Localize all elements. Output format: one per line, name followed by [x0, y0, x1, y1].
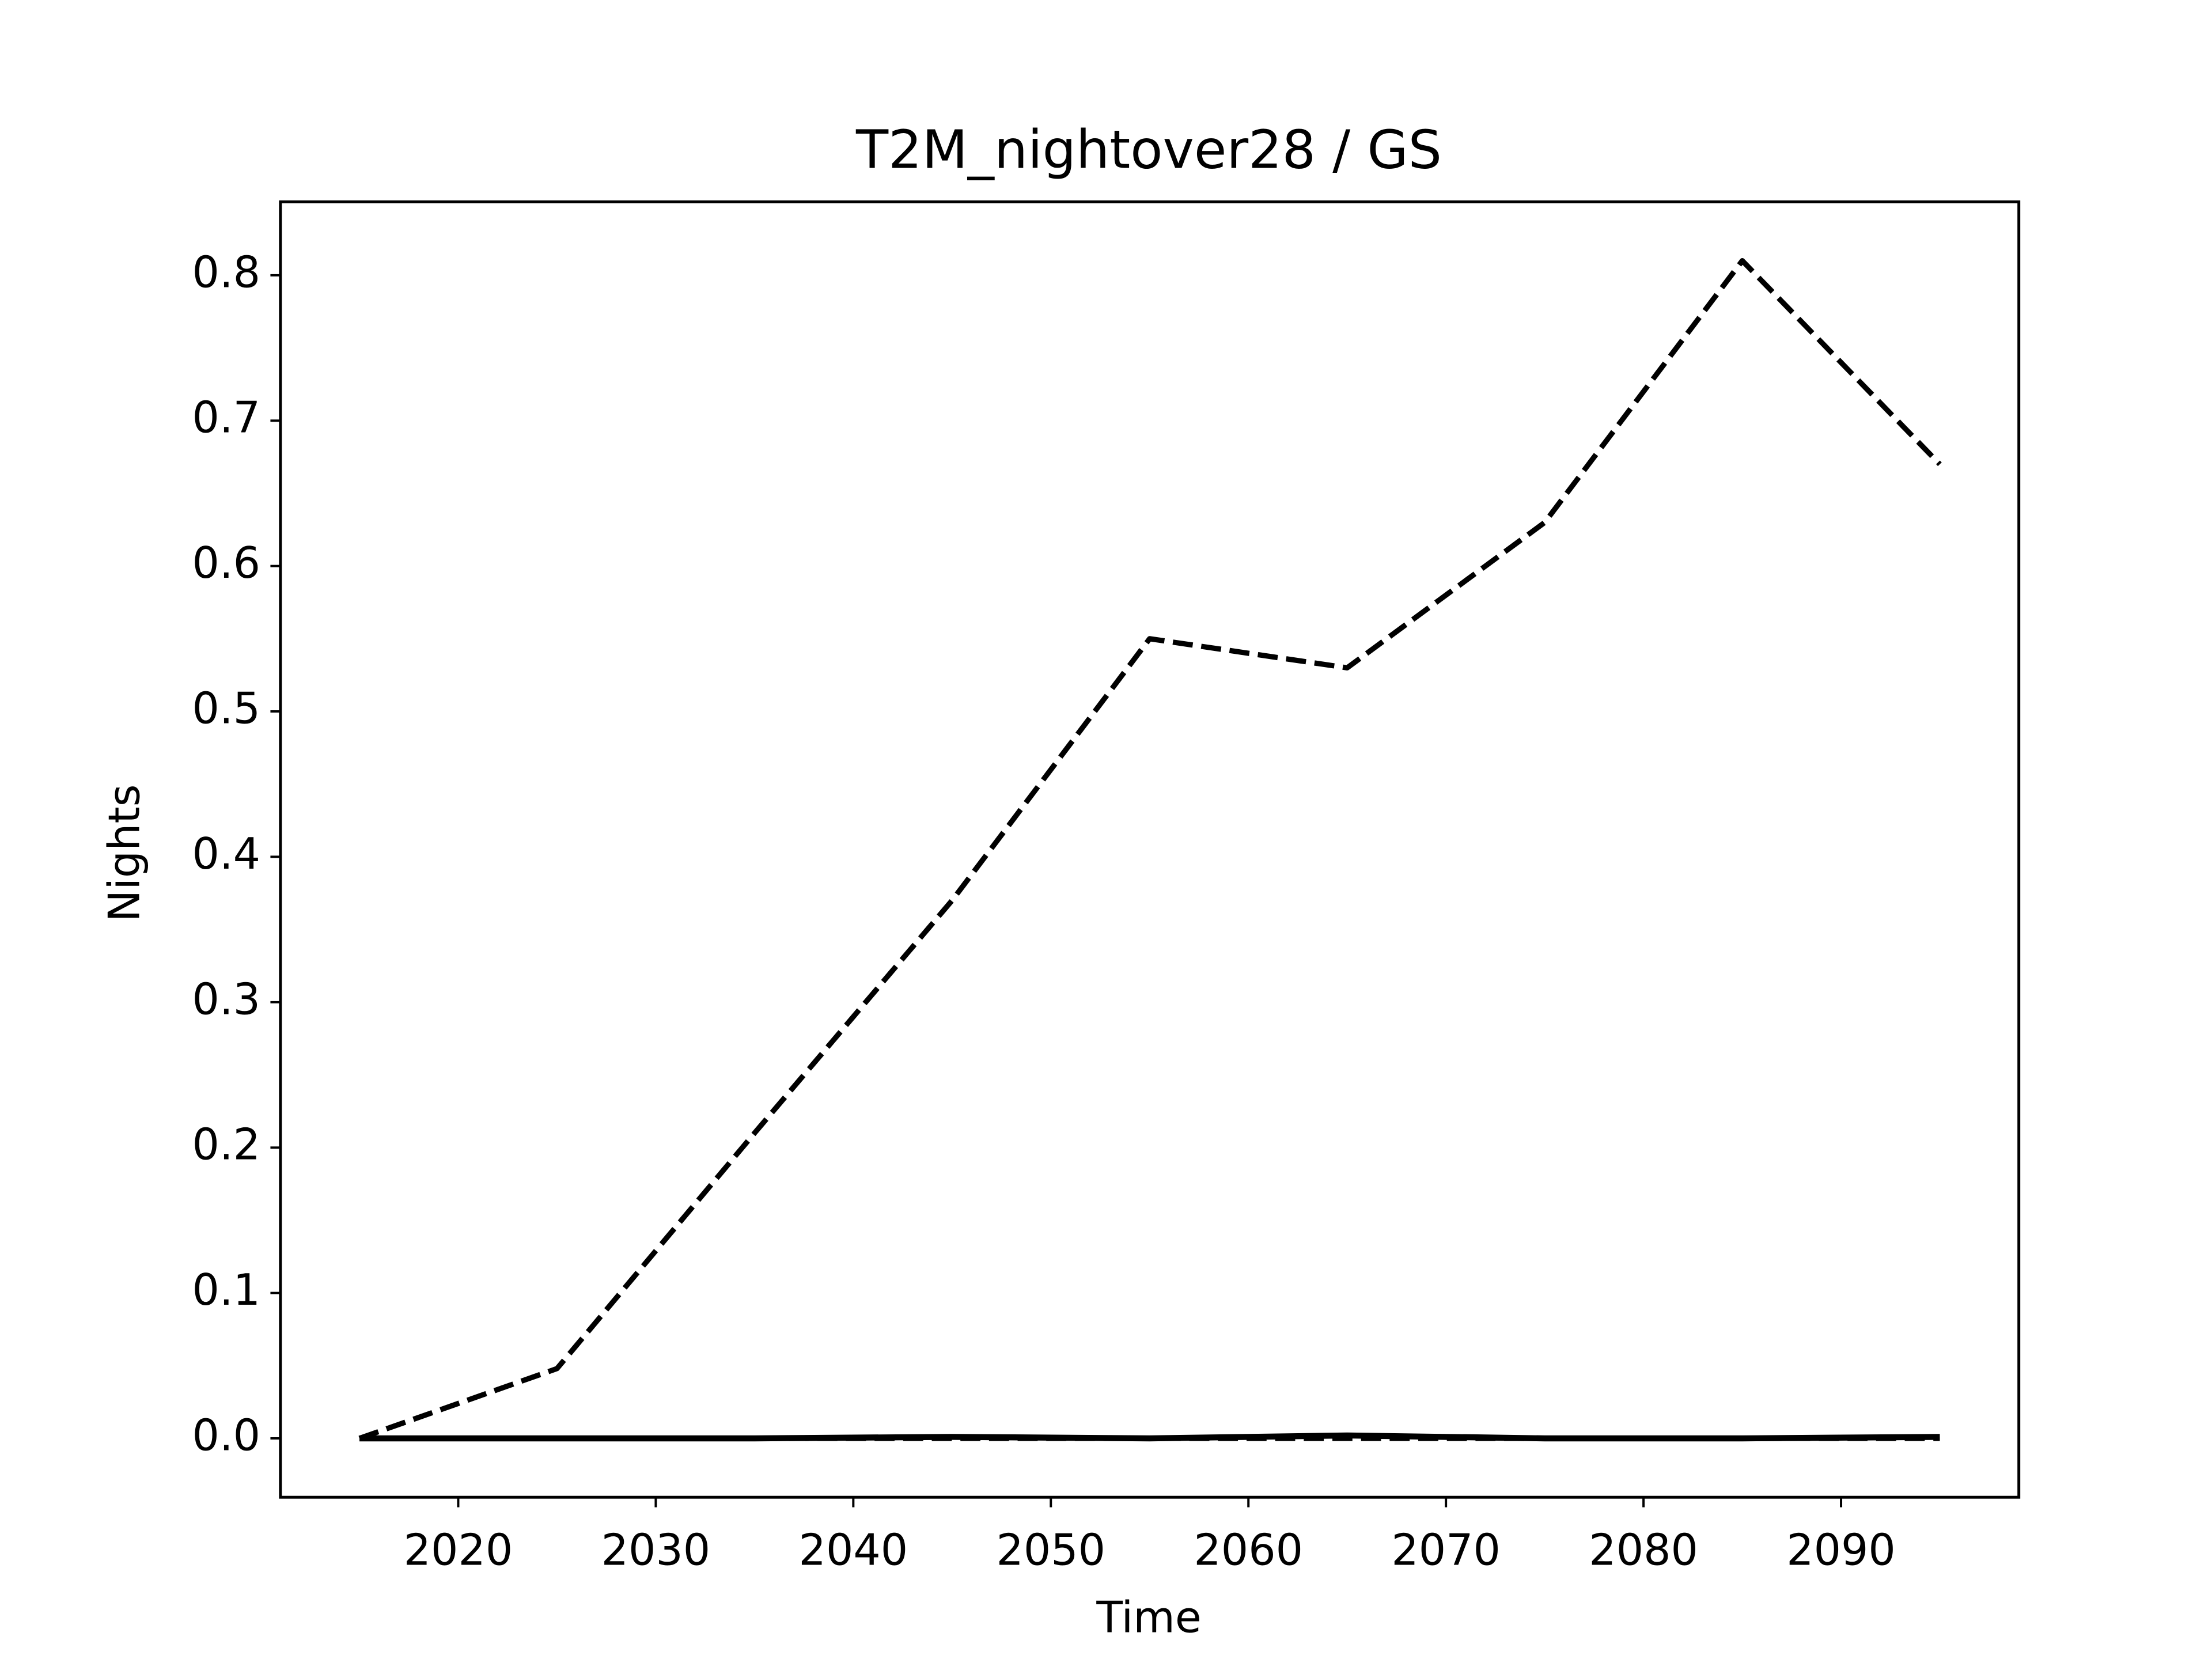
y-tick-label: 0.5	[192, 684, 260, 734]
x-tick-label: 2070	[1391, 1525, 1501, 1575]
y-tick-label: 0.4	[192, 829, 260, 879]
x-tick-label: 2050	[996, 1525, 1105, 1575]
chart-title: T2M_nightover28 / GS	[855, 119, 1442, 180]
y-tick-label: 0.6	[192, 538, 260, 588]
plot-frame	[279, 200, 2021, 1499]
x-tick-label: 2090	[1786, 1525, 1896, 1575]
y-axis-label: Nights	[100, 784, 150, 922]
x-tick-label: 2080	[1589, 1525, 1698, 1575]
y-tick-label: 0.2	[192, 1120, 260, 1170]
y-tick-label: 0.1	[192, 1265, 260, 1315]
x-tick-label: 2020	[404, 1525, 513, 1575]
x-tick-label: 2060	[1194, 1525, 1303, 1575]
y-tick-label: 0.0	[192, 1410, 260, 1460]
x-tick-label: 2040	[799, 1525, 908, 1575]
x-axis-label: Time	[1096, 1592, 1201, 1642]
x-tick-label: 2030	[601, 1525, 711, 1575]
y-tick-label: 0.3	[192, 974, 260, 1024]
y-tick-label: 0.8	[192, 247, 260, 297]
line-series	[358, 257, 1942, 1441]
y-tick-label: 0.7	[192, 393, 260, 443]
